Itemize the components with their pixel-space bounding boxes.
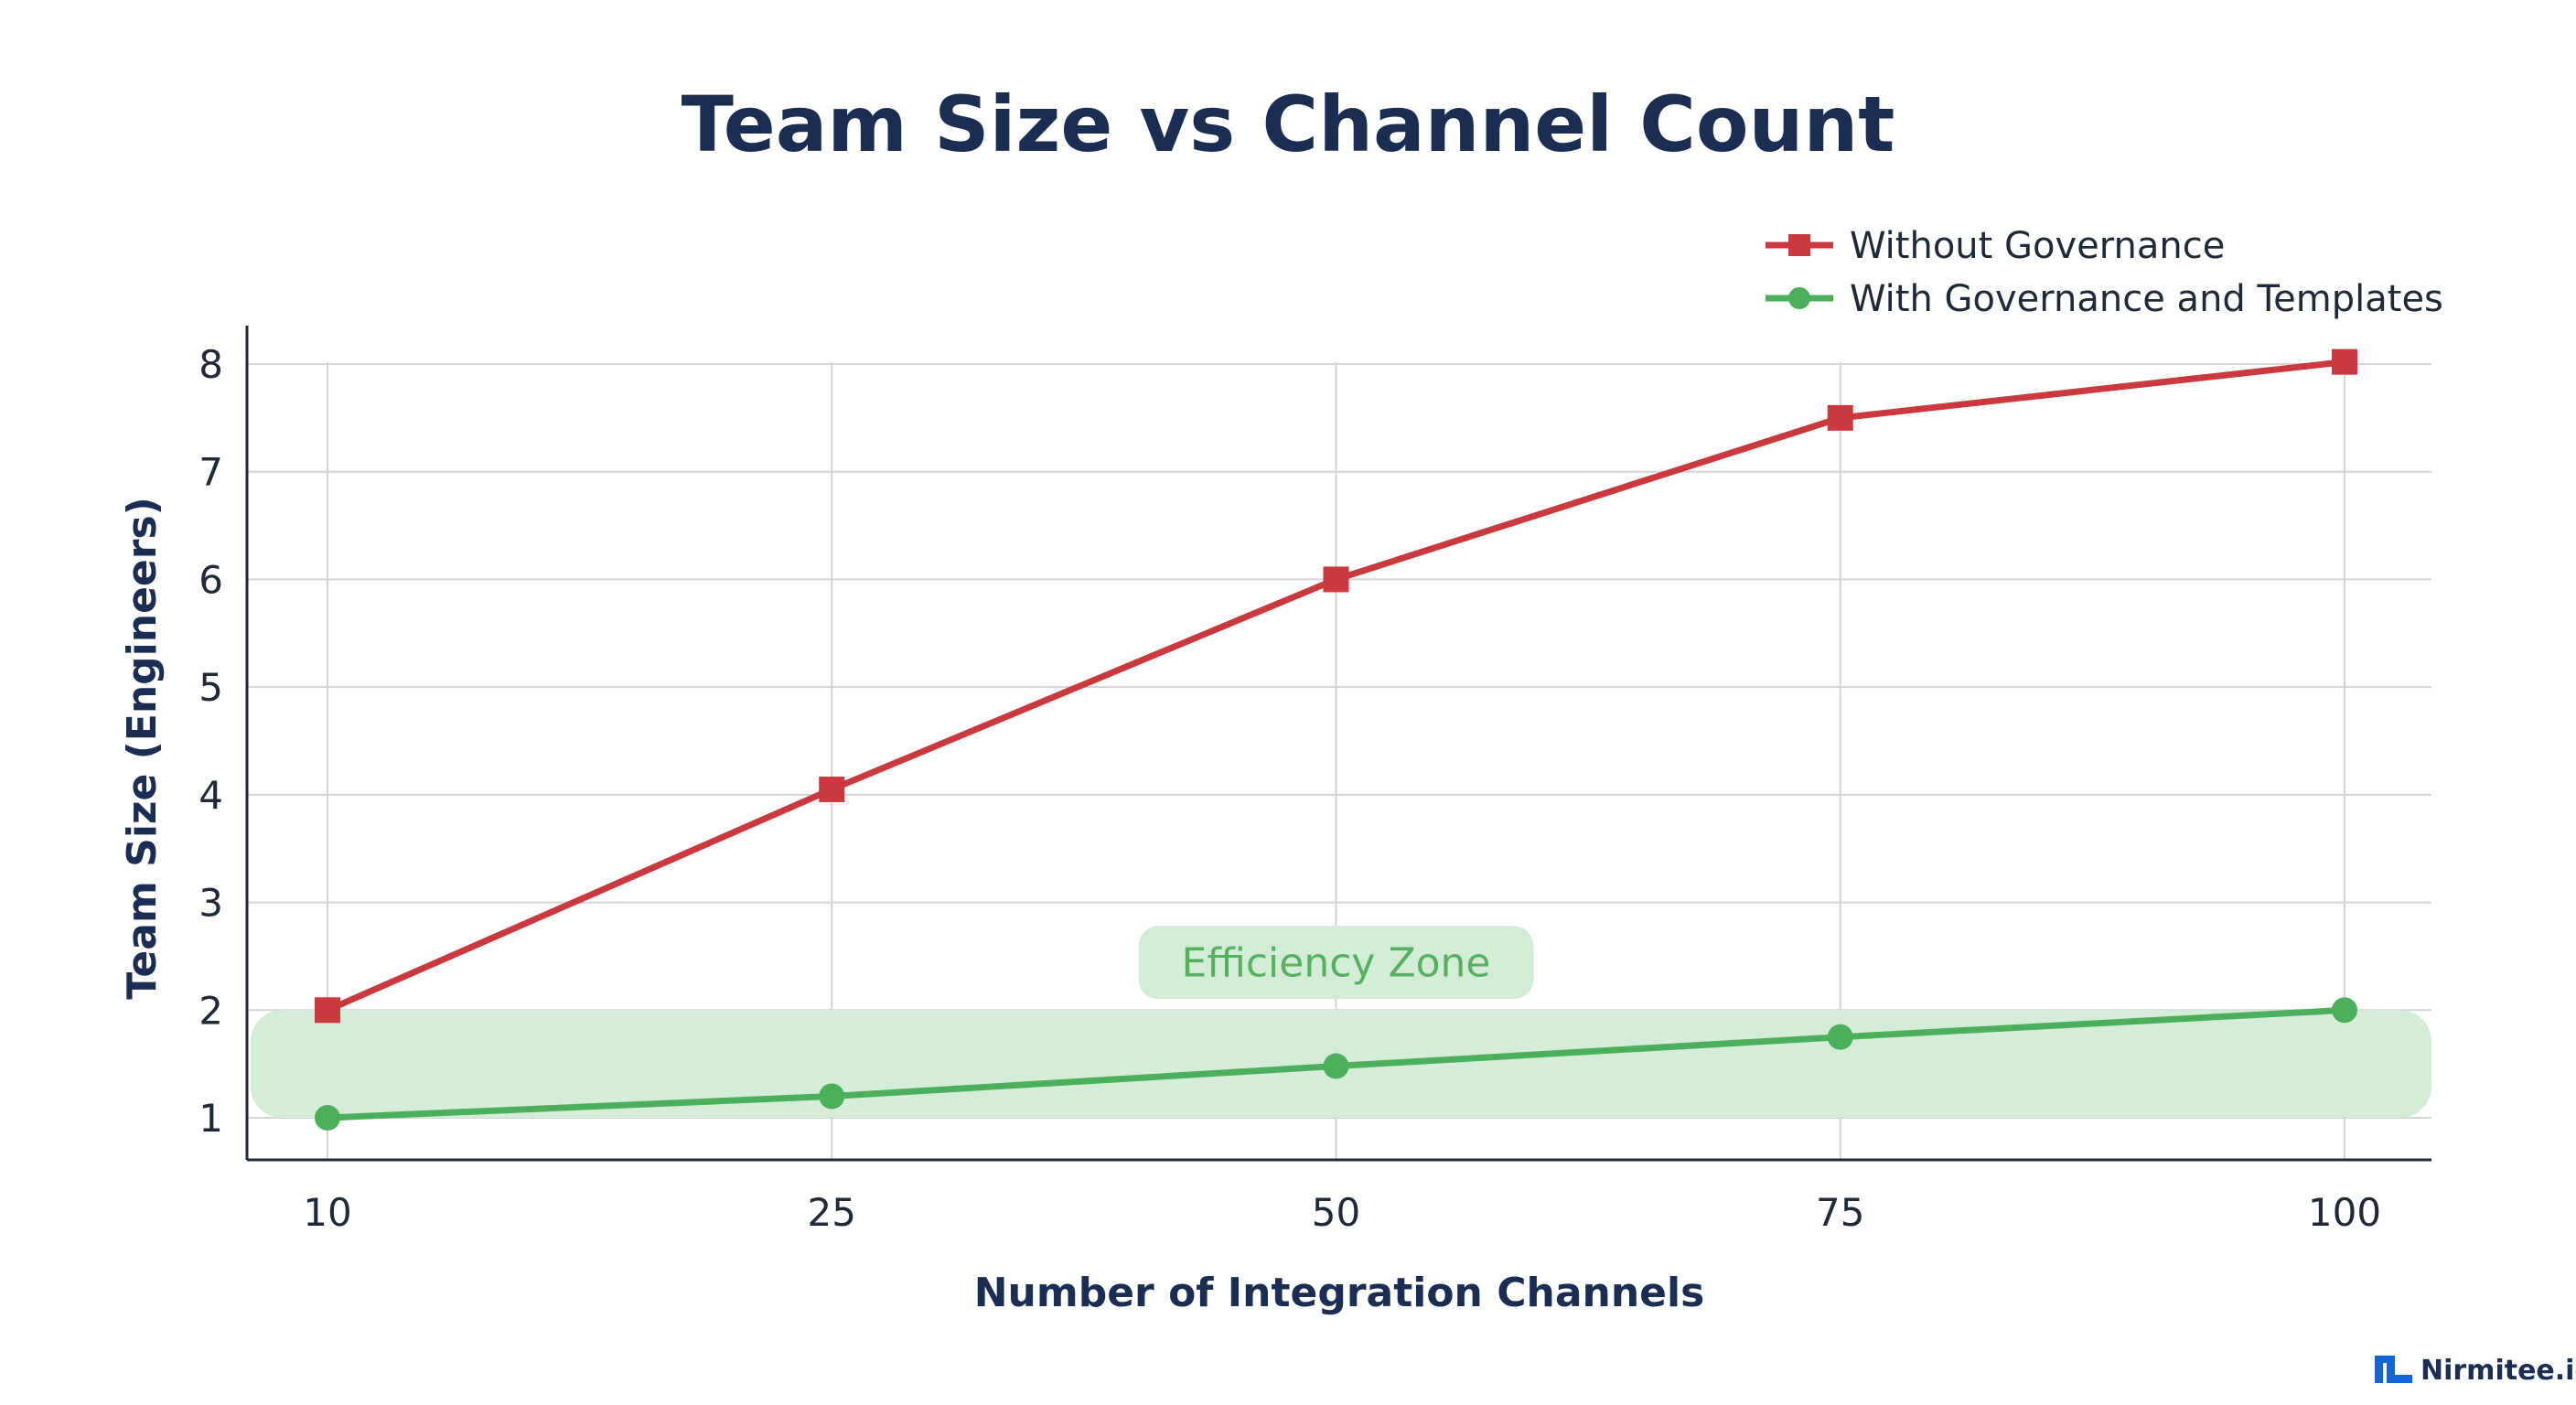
data-point [1323,566,1349,593]
x-tick-label: 75 [1816,1190,1864,1235]
chart-title: Team Size vs Channel Count [682,80,1895,169]
series-2 [315,997,2357,1131]
x-tick-label: 25 [808,1190,856,1235]
y-tick-label: 5 [199,665,223,710]
data-point [2332,997,2357,1024]
y-tick-label: 2 [199,988,223,1033]
series-1 [315,349,2357,1024]
legend-label: With Governance and Templates [1850,278,2443,320]
data-point [2332,349,2357,375]
x-tick-label: 10 [303,1190,351,1235]
x-tick-label: 100 [2308,1190,2381,1235]
x-axis-title: Number of Integration Channels [974,1270,1705,1316]
y-tick-label: 4 [199,773,223,818]
legend-item: With Governance and Templates [1766,278,2443,320]
y-tick-label: 6 [199,557,223,602]
series [315,349,2357,1131]
nirmitee-logo-icon [2375,1356,2412,1383]
data-point [315,1105,340,1131]
data-point [1827,1024,1853,1050]
data-point [819,1083,845,1110]
data-point [1827,404,1853,431]
efficiency-zone-label-bg [1138,926,1534,1000]
legend-label: Without Governance [1850,225,2225,267]
y-tick-label: 1 [199,1096,223,1141]
brand-name: Nirmitee.io [2420,1355,2576,1387]
y-tick-label: 8 [199,342,223,387]
x-tick-label: 50 [1312,1190,1360,1235]
legend-item: Without Governance [1766,225,2225,267]
axes [245,326,2431,1162]
brand-logo: Nirmitee.io [2375,1355,2576,1387]
legend-marker [1788,287,1810,309]
legend-marker [1788,234,1810,256]
efficiency-zone-label: Efficiency Zone [1182,939,1491,986]
data-point [315,997,340,1024]
data-point [1323,1053,1349,1079]
y-tick-label: 3 [199,881,223,926]
y-tick-label: 7 [199,450,223,495]
data-point [819,776,845,802]
tick-labels: 1 2 3 4 5 6 7 8 10 25 50 75 100 [199,342,2381,1235]
legend: Without Governance With Governance and Te… [1766,225,2443,320]
y-axis-title: Team Size (Engineers) [119,497,166,999]
